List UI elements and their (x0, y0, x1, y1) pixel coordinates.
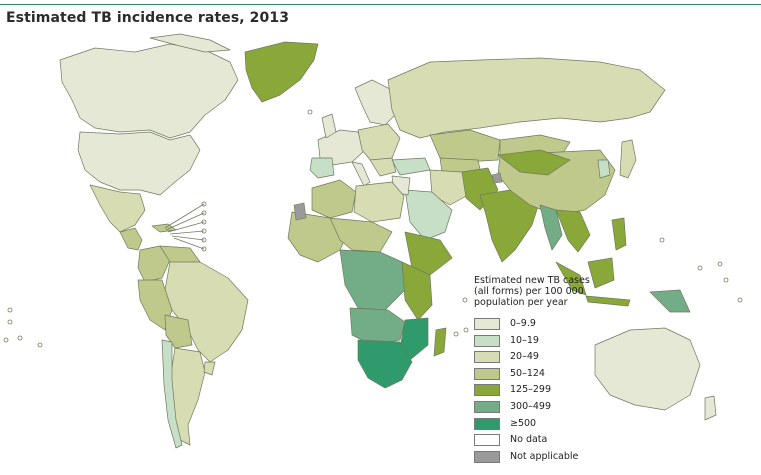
map-legend: Estimated new TB cases (all forms) per 1… (474, 275, 594, 467)
region-central-africa (339, 249, 406, 311)
region-mexico (89, 184, 146, 233)
region-kazakhstan (429, 129, 501, 163)
legend-swatch (474, 450, 500, 463)
region-greenland (244, 41, 319, 103)
region-australia (594, 327, 701, 411)
world-map (3, 33, 743, 449)
legend-swatch (474, 318, 500, 330)
region-southern-africa (357, 339, 413, 389)
region-arctic-islands (149, 33, 231, 53)
region-italy (351, 161, 371, 187)
legend-item: ≥500 (474, 417, 594, 435)
legend-item: 125–299 (474, 384, 594, 401)
legend-swatch (474, 367, 500, 380)
legend-label: 300–499 (510, 400, 552, 412)
region-indonesia-sumatra (555, 261, 587, 296)
region-turkey (391, 157, 431, 176)
legend-item: 50–124 (474, 367, 594, 385)
region-kashmir (491, 172, 503, 184)
legend-swatch (474, 334, 500, 347)
region-new-zealand (704, 395, 717, 421)
legend-items: 0–9.9 10–19 20–49 50–124 125–299 300–499 ≥500 N… (474, 318, 594, 467)
region-bolivia (164, 314, 193, 349)
legend-item: 300–499 (474, 400, 594, 418)
region-uk (321, 113, 337, 139)
legend-label: ≥500 (510, 417, 537, 429)
region-horn-africa (404, 231, 453, 276)
region-tibet (497, 149, 571, 176)
legend-label: 125–299 (510, 384, 552, 396)
region-philippines (611, 217, 627, 251)
legend-label: 10–19 (510, 334, 539, 346)
region-peru (137, 279, 173, 331)
region-usa (77, 131, 201, 196)
header-rule (0, 4, 761, 5)
region-scandinavia (354, 79, 399, 126)
region-arabia (404, 189, 453, 241)
legend-item: 0–9.9 (474, 318, 594, 335)
legend-swatch (474, 351, 500, 364)
legend-label: 20–49 (510, 351, 539, 363)
region-canada (59, 43, 239, 139)
legend-label: 50–124 (510, 367, 545, 379)
legend-item: No data (474, 434, 594, 451)
legend-swatch (474, 417, 500, 430)
region-balkans (369, 157, 397, 177)
region-korea (597, 159, 611, 179)
legend-item: Not applicable (474, 450, 594, 468)
region-central-america (119, 227, 143, 251)
region-iran (429, 169, 469, 206)
page-title: Estimated TB incidence rates, 2013 (6, 10, 290, 26)
region-north-africa-east (353, 181, 405, 223)
legend-swatch (474, 384, 500, 397)
region-europe-east (357, 123, 401, 163)
region-japan (619, 139, 637, 179)
legend-swatch (474, 400, 500, 413)
region-uruguay (203, 361, 216, 376)
region-north-africa-west (311, 179, 357, 219)
region-indonesia-borneo (587, 257, 615, 289)
region-papua (649, 289, 691, 313)
region-indonesia-java (585, 295, 631, 307)
legend-label: 0–9.9 (510, 318, 536, 329)
legend-swatch (474, 434, 500, 447)
legend-item: 10–19 (474, 334, 594, 352)
legend-item: 20–49 (474, 351, 594, 368)
region-se-asia (555, 209, 591, 253)
region-western-sahara (293, 202, 307, 221)
legend-label: Not applicable (510, 450, 579, 462)
legend-title: Estimated new TB cases (all forms) per 1… (474, 275, 590, 308)
region-myanmar (539, 204, 563, 251)
region-angola-zambia (349, 307, 406, 346)
region-madagascar (433, 327, 447, 357)
region-east-africa (401, 261, 433, 321)
region-iberia (309, 157, 335, 179)
region-russia (387, 57, 666, 139)
region-chile (161, 339, 183, 449)
legend-label: No data (510, 434, 548, 446)
